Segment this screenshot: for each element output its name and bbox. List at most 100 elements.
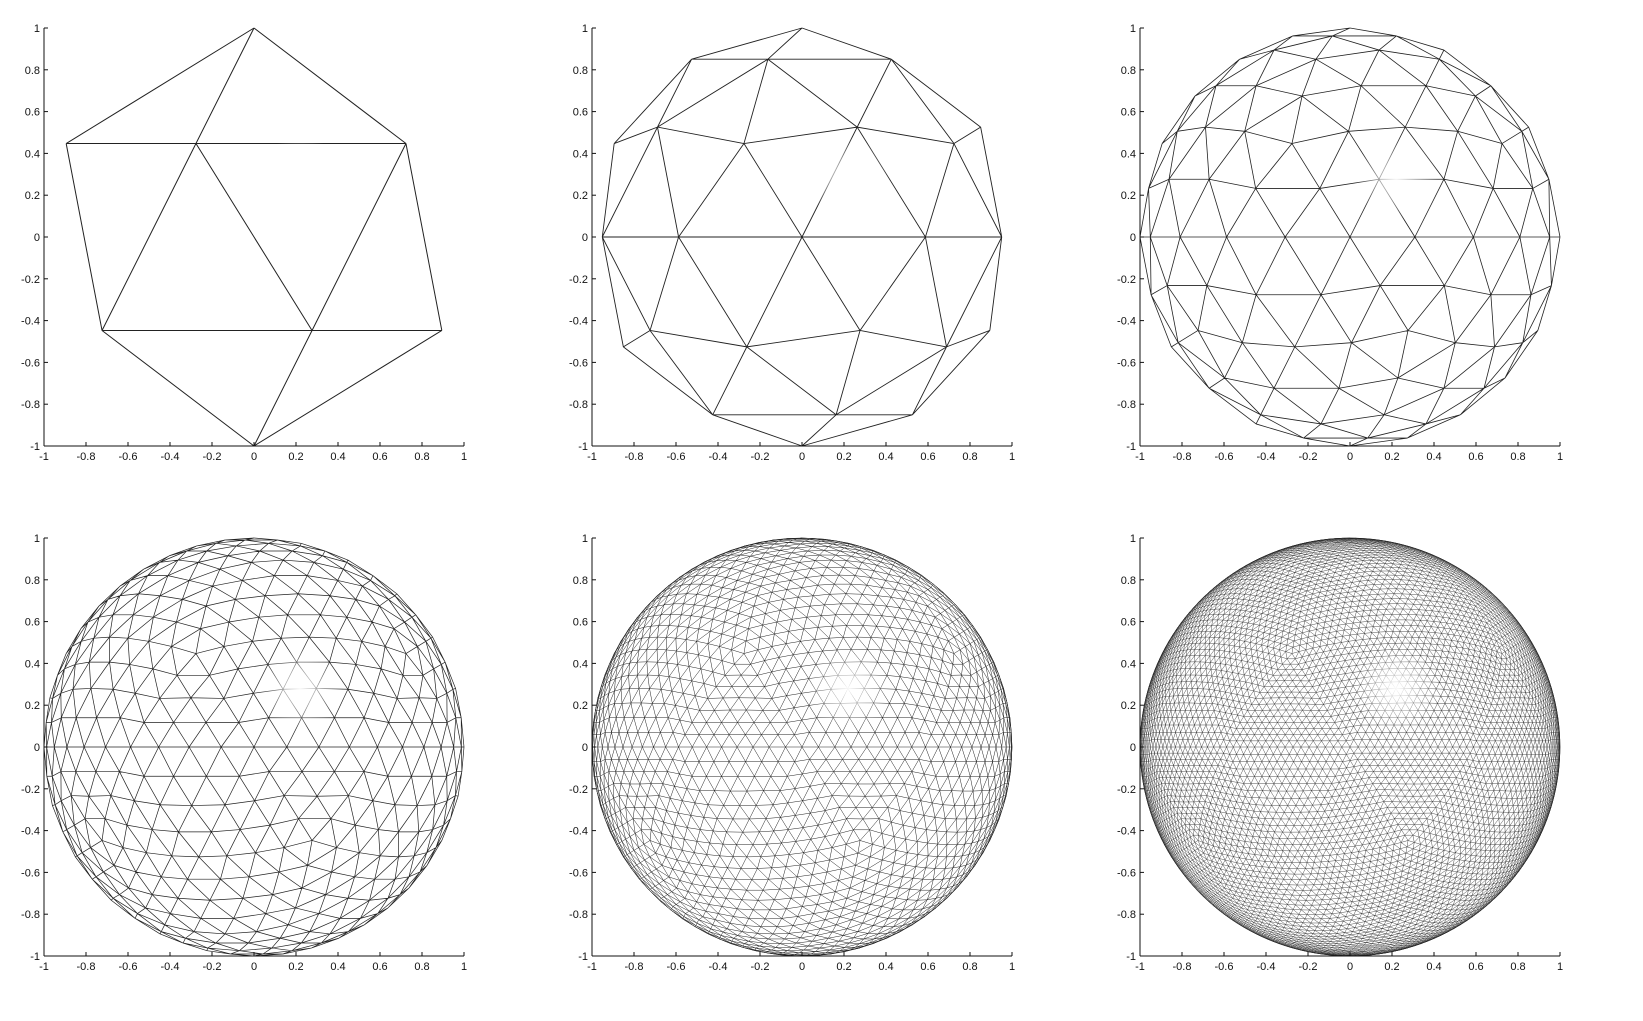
mesh-wireframe: [601, 27, 1003, 447]
y-tick-label: 0.4: [25, 658, 40, 670]
y-tick-label: 1: [1130, 533, 1136, 545]
y-tick-label: 1: [582, 533, 588, 545]
x-tick-label: -0.8: [77, 451, 96, 463]
x-tick-label: -0.2: [751, 961, 770, 973]
x-tick-label: 1: [461, 451, 467, 463]
specular-highlight: [258, 136, 343, 221]
mesh-panel-2: -1 -0.8 -0.6 -0.4 -0.2 0 0.2 0.4 0.6 0.8 1 1 0.8 0.6 0…: [548, 0, 1096, 510]
y-tick-label: 0.4: [25, 148, 40, 160]
mesh-wireframe: [591, 537, 1013, 957]
mesh-panel-5: -1 -0.8 -0.6 -0.4 -0.2 0 0.2 0.4 0.6 0.8 1 1 0.8 0.6 0…: [548, 510, 1096, 1020]
specular-highlight: [1354, 646, 1439, 731]
mesh-panel-6: -1 -0.8 -0.6 -0.4 -0.2 0 0.2 0.4 0.6 0.8 1 1 0.8 0.6 0…: [1096, 510, 1643, 1020]
specular-highlight: [1354, 136, 1439, 221]
x-tick-label: 0: [799, 961, 805, 973]
mesh-plot-svg: -1 -0.8 -0.6 -0.4 -0.2 0 0.2 0.4 0.6 0.8 1 1 0.8 0.6 0…: [569, 533, 1015, 973]
y-tick-label: -0.6: [21, 357, 40, 369]
y-tick-label: -0.4: [1117, 316, 1136, 328]
y-tick-label: -0.8: [1117, 399, 1136, 411]
x-tick-label: 0.2: [1384, 961, 1399, 973]
y-tick-label: -1: [30, 951, 40, 963]
x-tick-label: -0.6: [667, 961, 686, 973]
y-tick-label: -0.8: [569, 909, 588, 921]
y-tick-label: -0.6: [21, 867, 40, 879]
x-tick-label: 0: [251, 961, 257, 973]
x-tick-label: 0.8: [962, 961, 977, 973]
y-tick-label: 0: [1130, 232, 1136, 244]
y-tick-label: -0.4: [569, 316, 588, 328]
x-tick-label: -0.2: [751, 451, 770, 463]
x-tick-label: 0: [1347, 451, 1353, 463]
y-tick-label: 0.2: [573, 700, 588, 712]
y-tick-label: -0.2: [21, 784, 40, 796]
mesh-edges: [65, 27, 443, 447]
y-tick-label: 0.4: [1121, 148, 1136, 160]
y-tick-label: -0.4: [21, 826, 40, 838]
y-tick-label: 0.6: [25, 617, 40, 629]
y-tick-label: 0.8: [1121, 65, 1136, 77]
mesh-edges: [601, 27, 1003, 447]
y-tick-label: -0.2: [569, 274, 588, 286]
x-tick-label: -0.4: [161, 961, 180, 973]
axes: -1 -0.8 -0.6 -0.4 -0.2 0 0.2 0.4 0.6 0.8 1 1 0.8 0.6 0…: [21, 23, 467, 463]
y-tick-label: 0.6: [25, 107, 40, 119]
y-tick-label: -0.4: [21, 316, 40, 328]
y-tick-label: 0: [34, 742, 40, 754]
mesh-wireframe: [65, 27, 443, 447]
x-tick-label: 0.8: [414, 961, 429, 973]
y-tick-label: 0.6: [573, 107, 588, 119]
x-tick-label: 0.6: [920, 961, 935, 973]
x-tick-label: -0.2: [203, 451, 222, 463]
x-tick-label: 0.2: [1384, 451, 1399, 463]
x-tick-label: -0.8: [77, 961, 96, 973]
axes: -1 -0.8 -0.6 -0.4 -0.2 0 0.2 0.4 0.6 0.8 1 1 0.8 0.6 0…: [1117, 533, 1563, 973]
y-tick-label: 1: [34, 533, 40, 545]
y-tick-label: 0: [34, 232, 40, 244]
x-tick-label: 0.6: [372, 451, 387, 463]
specular-highlight: [258, 646, 343, 731]
x-tick-label: 0: [251, 451, 257, 463]
y-tick-label: 0: [582, 742, 588, 754]
x-tick-label: -0.8: [1173, 451, 1192, 463]
y-tick-label: -0.4: [569, 826, 588, 838]
x-tick-label: -1: [587, 961, 597, 973]
y-tick-label: 0.2: [25, 190, 40, 202]
x-tick-label: -0.6: [1215, 451, 1234, 463]
y-tick-label: 0.2: [1121, 700, 1136, 712]
x-tick-label: 0.6: [920, 451, 935, 463]
x-tick-label: -0.8: [1173, 961, 1192, 973]
y-tick-label: 0: [1130, 742, 1136, 754]
mesh-plot-svg: -1 -0.8 -0.6 -0.4 -0.2 0 0.2 0.4 0.6 0.8 1 1 0.8 0.6 0…: [21, 533, 467, 973]
x-tick-label: 0.2: [288, 451, 303, 463]
y-tick-label: 0.4: [1121, 658, 1136, 670]
axes: -1 -0.8 -0.6 -0.4 -0.2 0 0.2 0.4 0.6 0.8 1 1 0.8 0.6 0…: [1117, 23, 1563, 463]
y-tick-label: 0.6: [573, 617, 588, 629]
y-tick-label: -0.8: [21, 909, 40, 921]
x-tick-label: 0.8: [1510, 961, 1525, 973]
y-tick-label: -0.2: [21, 274, 40, 286]
mesh-edges: [591, 537, 1013, 957]
specular-highlight: [806, 136, 891, 221]
x-tick-label: -0.2: [1299, 451, 1318, 463]
x-tick-label: 0: [1347, 961, 1353, 973]
mesh-plot-svg: -1 -0.8 -0.6 -0.4 -0.2 0 0.2 0.4 0.6 0.8 1 1 0.8 0.6 0…: [1117, 533, 1563, 973]
x-tick-label: -1: [39, 961, 49, 973]
x-tick-label: 1: [1009, 961, 1015, 973]
y-tick-label: -0.6: [569, 357, 588, 369]
x-tick-label: 0.4: [878, 451, 893, 463]
y-tick-label: -0.8: [21, 399, 40, 411]
y-tick-label: 0.8: [573, 65, 588, 77]
x-tick-label: 0.2: [836, 961, 851, 973]
mesh-plot-svg: -1 -0.8 -0.6 -0.4 -0.2 0 0.2 0.4 0.6 0.8 1 1 0.8 0.6 0…: [21, 23, 467, 463]
axes: -1 -0.8 -0.6 -0.4 -0.2 0 0.2 0.4 0.6 0.8 1 1 0.8 0.6 0…: [569, 533, 1015, 973]
mesh-panel-3: -1 -0.8 -0.6 -0.4 -0.2 0 0.2 0.4 0.6 0.8 1 1 0.8 0.6 0…: [1096, 0, 1643, 510]
y-tick-label: -0.2: [569, 784, 588, 796]
x-tick-label: -1: [1135, 451, 1145, 463]
x-tick-label: 0.6: [1468, 451, 1483, 463]
x-tick-label: 0.4: [330, 961, 345, 973]
y-tick-label: -1: [1126, 441, 1136, 453]
y-tick-label: 0.8: [1121, 575, 1136, 587]
x-tick-label: 0.4: [1426, 451, 1441, 463]
axes: -1 -0.8 -0.6 -0.4 -0.2 0 0.2 0.4 0.6 0.8 1 1 0.8 0.6 0…: [21, 533, 467, 973]
x-tick-label: -1: [1135, 961, 1145, 973]
